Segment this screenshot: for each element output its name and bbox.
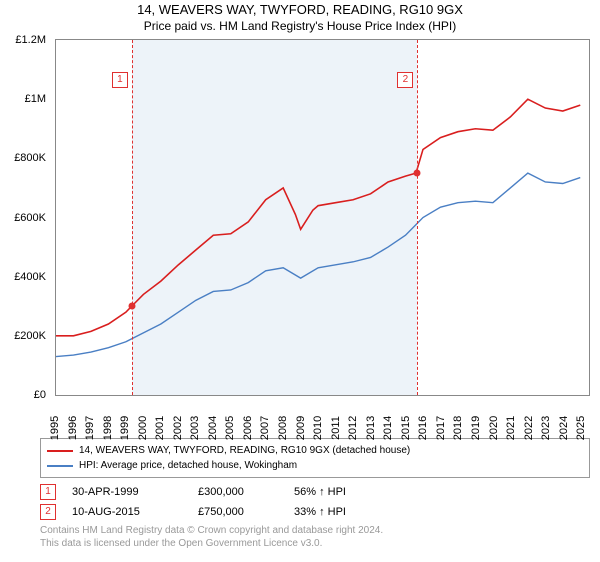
sale-date: 10-AUG-2015: [72, 506, 182, 518]
sale-row: 1 30-APR-1999 £300,000 56% ↑ HPI: [40, 484, 590, 500]
legend-swatch: [47, 450, 73, 452]
x-tick-label: 2003: [189, 416, 201, 440]
y-tick-label: £0: [34, 389, 46, 401]
x-tick-label: 2012: [347, 416, 359, 440]
x-tick-label: 2000: [137, 416, 149, 440]
legend-label: 14, WEAVERS WAY, TWYFORD, READING, RG10 …: [79, 443, 410, 458]
x-tick-label: 2011: [330, 416, 342, 440]
sale-pct: 56% ↑ HPI: [294, 486, 384, 498]
chart-lines: [56, 40, 589, 395]
x-tick-label: 1997: [84, 416, 96, 440]
x-tick-label: 2025: [575, 416, 587, 440]
x-tick-label: 1998: [102, 416, 114, 440]
x-tick-label: 2014: [382, 416, 394, 440]
footer-line-2: This data is licensed under the Open Gov…: [40, 537, 590, 550]
sale-pct: 33% ↑ HPI: [294, 506, 384, 518]
x-tick-label: 1996: [67, 416, 79, 440]
legend-swatch: [47, 465, 73, 467]
x-axis-labels: 1995199619971998199920002001200220032004…: [55, 398, 590, 438]
x-tick-label: 2023: [540, 416, 552, 440]
x-tick-label: 2020: [488, 416, 500, 440]
x-tick-label: 1995: [49, 416, 61, 440]
sale-date: 30-APR-1999: [72, 486, 182, 498]
y-tick-label: £800K: [14, 152, 46, 164]
x-tick-label: 2015: [400, 416, 412, 440]
sale-row: 2 10-AUG-2015 £750,000 33% ↑ HPI: [40, 504, 590, 520]
legend-row: HPI: Average price, detached house, Woki…: [47, 458, 583, 473]
x-tick-label: 2022: [523, 416, 535, 440]
y-tick-label: £1.2M: [15, 34, 46, 46]
x-tick-label: 2009: [295, 416, 307, 440]
legend-row: 14, WEAVERS WAY, TWYFORD, READING, RG10 …: [47, 443, 583, 458]
y-axis-labels: £0£200K£400K£600K£800K£1M£1.2M: [0, 40, 50, 395]
x-tick-label: 2007: [259, 416, 271, 440]
x-tick-label: 2018: [452, 416, 464, 440]
marker-box: 2: [397, 72, 413, 88]
x-tick-label: 2006: [242, 416, 254, 440]
series-hpi: [56, 173, 580, 356]
x-tick-label: 2008: [277, 416, 289, 440]
sale-price: £750,000: [198, 506, 278, 518]
footer-text: Contains HM Land Registry data © Crown c…: [40, 524, 590, 550]
legend-box: 14, WEAVERS WAY, TWYFORD, READING, RG10 …: [40, 438, 590, 478]
series-property: [56, 99, 580, 336]
x-tick-label: 2016: [417, 416, 429, 440]
x-tick-label: 1999: [119, 416, 131, 440]
sale-marker: 1: [40, 484, 56, 500]
sale-marker: 2: [40, 504, 56, 520]
x-tick-label: 2024: [558, 416, 570, 440]
x-tick-label: 2019: [470, 416, 482, 440]
x-tick-label: 2002: [172, 416, 184, 440]
marker-vline: [417, 40, 418, 395]
y-tick-label: £200K: [14, 330, 46, 342]
x-tick-label: 2004: [207, 416, 219, 440]
x-tick-label: 2013: [365, 416, 377, 440]
marker-box: 1: [112, 72, 128, 88]
marker-vline: [132, 40, 133, 395]
page-title: 14, WEAVERS WAY, TWYFORD, READING, RG10 …: [0, 2, 600, 17]
legend-label: HPI: Average price, detached house, Woki…: [79, 458, 297, 473]
sale-table: 1 30-APR-1999 £300,000 56% ↑ HPI 2 10-AUG-201…: [40, 484, 590, 520]
x-tick-label: 2001: [154, 416, 166, 440]
y-tick-label: £1M: [25, 93, 46, 105]
marker-dot: [414, 170, 421, 177]
x-tick-label: 2021: [505, 416, 517, 440]
page-subtitle: Price paid vs. HM Land Registry's House …: [0, 19, 600, 33]
x-tick-label: 2005: [224, 416, 236, 440]
x-tick-label: 2010: [312, 416, 324, 440]
footer-line-1: Contains HM Land Registry data © Crown c…: [40, 524, 590, 537]
y-tick-label: £400K: [14, 271, 46, 283]
marker-dot: [128, 303, 135, 310]
sale-price: £300,000: [198, 486, 278, 498]
chart-plot-area: 12: [55, 39, 590, 396]
y-tick-label: £600K: [14, 212, 46, 224]
x-tick-label: 2017: [435, 416, 447, 440]
